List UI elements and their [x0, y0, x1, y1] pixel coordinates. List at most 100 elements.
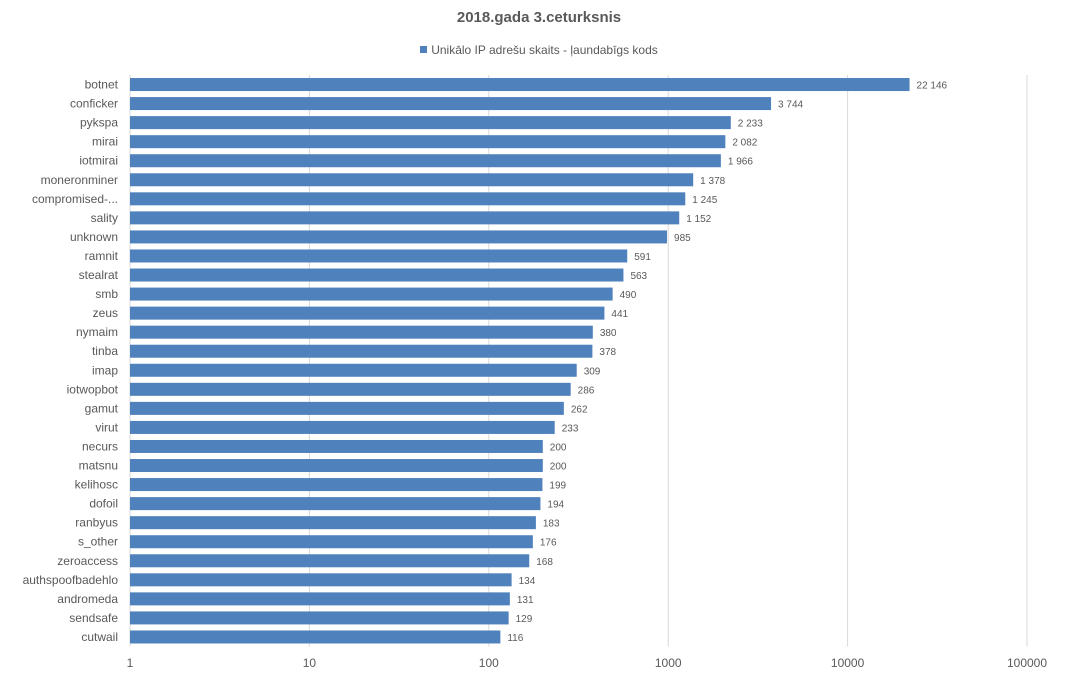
category-label: andromeda — [57, 592, 118, 606]
bar — [130, 382, 571, 396]
category-label: unknown — [70, 230, 118, 244]
data-label: 200 — [550, 442, 567, 453]
category-label: zeroaccess — [57, 554, 118, 568]
x-tick-label: 1 — [127, 656, 134, 670]
data-label: 3 744 — [778, 100, 803, 111]
legend: Unikālo IP adrešu skaits - ļaundabīgs ko… — [0, 43, 1078, 57]
category-label: dofoil — [89, 497, 118, 511]
category-label: necurs — [82, 439, 118, 453]
bar — [130, 211, 680, 225]
data-label: 168 — [536, 557, 553, 568]
category-label: virut — [95, 420, 118, 434]
data-label: 116 — [507, 633, 523, 644]
category-label: pykspa — [80, 116, 118, 130]
category-label: smb — [95, 287, 118, 301]
data-label: 1 152 — [686, 214, 711, 225]
bar — [130, 97, 772, 111]
bar — [130, 135, 726, 149]
bar — [130, 439, 543, 453]
category-label: compromised-... — [32, 192, 118, 206]
data-label: 591 — [634, 252, 651, 263]
data-label: 490 — [620, 290, 637, 301]
data-label: 441 — [611, 309, 628, 320]
category-label: mirai — [92, 135, 118, 149]
category-label: authspoofbadehlo — [23, 573, 119, 587]
category-label: zeus — [93, 306, 118, 320]
data-label: 134 — [519, 576, 536, 587]
data-label: 262 — [571, 404, 588, 415]
bar — [130, 78, 910, 92]
data-label: 129 — [516, 614, 533, 625]
category-label: sality — [91, 211, 118, 225]
category-label: botnet — [85, 78, 119, 92]
legend-label: Unikālo IP adrešu skaits - ļaundabīgs ko… — [431, 43, 658, 57]
bar — [130, 268, 624, 282]
bar — [130, 592, 510, 606]
category-label: sendsafe — [69, 611, 118, 625]
data-label: 309 — [584, 366, 601, 377]
bar — [130, 611, 509, 625]
data-label: 380 — [600, 328, 617, 339]
bar — [130, 535, 533, 549]
x-tick-label: 100 — [479, 656, 499, 670]
bar — [130, 325, 593, 339]
category-label: iotmirai — [79, 154, 118, 168]
data-label: 1 378 — [700, 176, 725, 187]
data-label: 183 — [543, 519, 560, 530]
legend-swatch — [420, 46, 428, 53]
data-label: 194 — [547, 500, 564, 511]
bar — [130, 516, 536, 530]
data-label: 233 — [562, 423, 579, 434]
bar — [130, 420, 555, 434]
data-label: 563 — [630, 271, 647, 282]
bar — [130, 363, 577, 377]
bar — [130, 554, 530, 568]
bar — [130, 173, 694, 187]
bar — [130, 497, 541, 511]
category-label: stealrat — [79, 268, 119, 282]
x-tick-label: 10000 — [831, 656, 865, 670]
category-label: imap — [92, 363, 118, 377]
category-label: nymaim — [76, 325, 118, 339]
bar — [130, 230, 668, 244]
category-label: s_other — [78, 535, 118, 549]
category-label: ranbyus — [75, 516, 118, 530]
bar — [130, 306, 605, 320]
category-label: tinba — [92, 344, 118, 358]
bar — [130, 344, 593, 358]
data-label: 1 245 — [692, 195, 717, 206]
x-tick-label: 100000 — [1007, 656, 1047, 670]
bar — [130, 192, 686, 206]
bar — [130, 630, 501, 644]
bar — [130, 401, 564, 415]
data-label: 199 — [549, 481, 566, 492]
x-tick-label: 1000 — [655, 656, 682, 670]
bar — [130, 478, 543, 492]
category-label: kelihosc — [75, 478, 118, 492]
category-label: gamut — [85, 401, 119, 415]
data-label: 131 — [517, 595, 534, 606]
data-label: 176 — [540, 538, 557, 549]
chart-title: 2018.gada 3.ceturksnis — [456, 9, 622, 26]
bar — [130, 287, 613, 301]
category-label: matsnu — [79, 459, 118, 473]
data-label: 378 — [599, 347, 616, 358]
bar — [130, 573, 512, 587]
category-label: ramnit — [85, 249, 119, 263]
category-label: conficker — [70, 97, 118, 111]
bars — [130, 78, 910, 644]
gridlines — [129, 75, 1028, 647]
data-label: 286 — [578, 385, 595, 396]
category-label: iotwopbot — [67, 382, 119, 396]
data-label: 985 — [674, 233, 691, 244]
data-label: 2 082 — [732, 138, 757, 149]
data-label: 1 966 — [728, 157, 753, 168]
data-label: 22 146 — [917, 81, 948, 92]
category-label: moneronminer — [41, 173, 118, 187]
category-label: cutwail — [81, 630, 118, 644]
data-label: 2 233 — [738, 119, 763, 130]
bar — [130, 154, 721, 168]
bar — [130, 249, 628, 263]
